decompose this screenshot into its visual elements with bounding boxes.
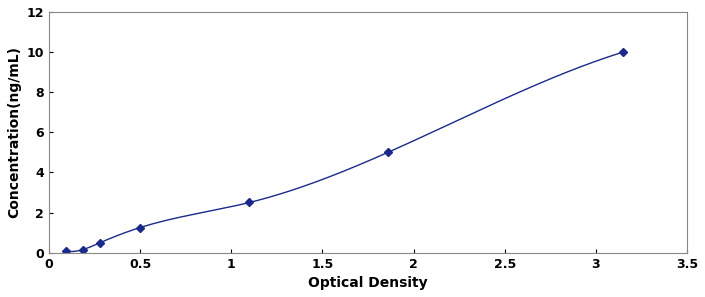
Y-axis label: Concentration(ng/mL): Concentration(ng/mL): [7, 46, 21, 218]
X-axis label: Optical Density: Optical Density: [308, 276, 428, 290]
